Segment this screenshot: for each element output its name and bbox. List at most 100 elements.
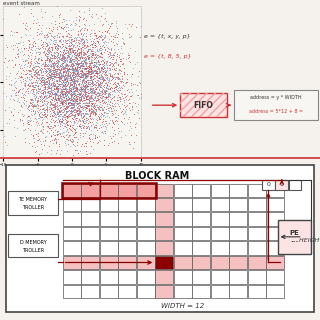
Point (77, 93, 82, 98)
Point (62, 79, 68, 84)
Point (99, 115, 104, 120)
Point (93, 110, 98, 116)
Point (79, 127, 84, 132)
Point (39, 75, 44, 80)
Point (55, 74, 60, 79)
Bar (211, 270, 229, 284)
Point (83, 73, 88, 78)
Point (91, 44, 96, 50)
Point (45, 48, 50, 53)
Point (51, 41, 56, 46)
Point (12, 125, 17, 130)
Point (65, 132, 70, 137)
Point (68, 108, 74, 113)
Point (62, 107, 67, 112)
Point (37, 46, 42, 52)
Point (58, 78, 63, 83)
Point (102, 33, 108, 38)
Point (62, 91, 67, 96)
Point (46, 124, 51, 129)
Point (52, 100, 58, 105)
Point (81, 41, 86, 46)
Point (96, 91, 101, 96)
Point (84, 65, 89, 70)
Point (93, 55, 98, 60)
Point (38, 32, 43, 37)
Point (47, 81, 52, 86)
Point (88, 74, 93, 79)
Bar (174, 284, 192, 298)
Point (63, 105, 68, 110)
Point (88, 69, 93, 74)
Point (53, 84, 58, 90)
Point (74, 115, 79, 120)
Point (40, 114, 45, 119)
Point (46, 155, 52, 160)
Point (112, 66, 117, 71)
Point (85, 68, 91, 74)
Point (64, 98, 69, 103)
Point (43, 172, 48, 177)
Point (67, 47, 72, 52)
Point (55, 42, 60, 47)
Point (50, 108, 55, 113)
Point (38, 86, 43, 92)
Point (100, 76, 105, 81)
Point (58, 68, 63, 73)
Point (54, 110, 59, 116)
Point (36, 68, 41, 74)
Point (70, 42, 75, 47)
Point (53, 85, 58, 90)
Point (104, 61, 109, 66)
Point (132, 48, 137, 53)
Point (99, 22, 104, 28)
Point (101, 88, 106, 93)
Point (107, 102, 112, 107)
Bar (63, 227, 81, 240)
Point (35, 56, 40, 61)
Point (32, 57, 37, 62)
Point (116, 75, 121, 80)
Point (108, 52, 114, 57)
Point (84, 84, 89, 89)
Point (81, 86, 86, 91)
Point (75, 81, 80, 86)
Point (20, 67, 26, 72)
Point (83, 66, 88, 71)
Point (101, 65, 106, 70)
Point (96, 61, 101, 66)
Point (44, 101, 49, 107)
Point (49, 33, 54, 38)
Point (70, 57, 75, 62)
Point (59, 24, 64, 29)
Point (53, 114, 58, 119)
Point (86, 60, 91, 65)
Point (59, 57, 64, 62)
Point (106, 76, 111, 81)
Point (48, 60, 53, 65)
Point (68, 73, 73, 78)
Point (49, 62, 54, 67)
Point (95, 58, 100, 63)
Point (48, 82, 53, 87)
Point (56, 76, 61, 81)
Point (89, 14, 94, 19)
Point (64, 76, 69, 81)
Point (30, 84, 35, 89)
Point (88, 107, 93, 112)
Point (29, 65, 35, 70)
Bar (100, 241, 118, 255)
Point (72, 120, 77, 125)
Point (81, 131, 86, 136)
Point (63, 94, 68, 99)
Point (70, 44, 76, 49)
Point (71, 67, 76, 72)
Point (96, 77, 101, 83)
Point (100, 81, 105, 86)
Point (17, 108, 22, 113)
Point (137, 79, 142, 84)
Point (92, 95, 97, 100)
Point (59, 89, 64, 94)
Point (76, 61, 82, 66)
Point (55, 111, 60, 116)
